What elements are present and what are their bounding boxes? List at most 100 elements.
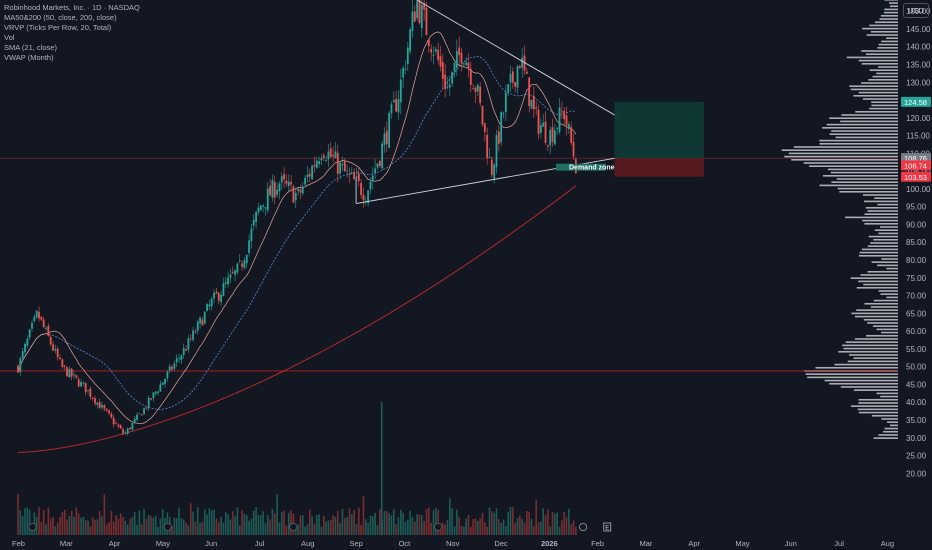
candle-body xyxy=(56,348,59,358)
candle-body xyxy=(542,122,545,127)
candle-body xyxy=(196,321,199,331)
profile-row xyxy=(862,98,898,100)
candle-body xyxy=(87,389,89,391)
candle-body xyxy=(257,207,260,213)
candle-body xyxy=(325,160,328,161)
volume-bar xyxy=(152,517,155,535)
profile-row xyxy=(873,238,898,241)
candle-body xyxy=(390,104,393,114)
price-badge-label: 108.76 xyxy=(904,154,927,163)
indicator-vrvp[interactable]: VRVP (Ticks Per Row, 20, Total) xyxy=(4,23,112,32)
candle-body xyxy=(278,183,281,192)
profile-row xyxy=(819,139,898,142)
volume-bar xyxy=(481,512,484,535)
candle-body xyxy=(38,311,40,319)
candle-body xyxy=(194,331,197,333)
volume-bar xyxy=(348,508,351,535)
candle-body xyxy=(61,359,64,367)
candle-body xyxy=(460,52,463,63)
profile-row xyxy=(843,347,898,350)
candle-body xyxy=(145,407,148,409)
dividend-icon xyxy=(289,523,298,532)
candle-body xyxy=(168,366,171,371)
volume-bar xyxy=(208,508,211,535)
volume-bar xyxy=(547,509,549,535)
indicator-vwap[interactable]: VWAP (Month) xyxy=(4,53,54,62)
candle-body xyxy=(472,88,475,90)
volume-bar xyxy=(45,523,47,535)
candle-body xyxy=(245,254,248,264)
candle-body xyxy=(103,405,106,409)
volume-bar xyxy=(495,508,498,535)
candle-body xyxy=(481,105,484,125)
volume-bar xyxy=(77,513,80,535)
candle-body xyxy=(416,1,419,19)
candle-body xyxy=(357,173,360,182)
candle-body xyxy=(476,84,479,92)
price-tick-label: 90.00 xyxy=(906,220,927,229)
indicator-sma[interactable]: SMA (21, close) xyxy=(4,43,57,52)
candle-body xyxy=(189,338,192,340)
candle-body xyxy=(140,414,143,416)
candle-body xyxy=(271,179,274,198)
profile-row xyxy=(784,155,898,158)
candle-body xyxy=(406,47,409,64)
profile-row xyxy=(863,200,898,203)
profile-row xyxy=(835,136,898,139)
candle-body xyxy=(173,363,176,369)
candle-body xyxy=(241,263,243,267)
volume-bar xyxy=(147,515,150,535)
candle-body xyxy=(402,67,405,78)
volume-bar xyxy=(89,526,92,535)
volume-bar xyxy=(126,524,129,535)
volume-bar xyxy=(460,525,463,535)
candle-body xyxy=(497,131,500,144)
profile-row xyxy=(819,142,898,145)
chart-legend: Robinhood Markets, Inc. · 1D · NASDAQ MA… xyxy=(4,3,140,63)
candle-body xyxy=(427,39,430,47)
profile-row xyxy=(865,53,898,56)
candle-body xyxy=(413,11,416,22)
volume-bar xyxy=(425,508,428,535)
price-tick-label: 20.00 xyxy=(906,469,927,478)
volume-bar xyxy=(199,522,201,535)
profile-row xyxy=(831,181,898,183)
profile-row xyxy=(867,270,898,273)
candle-body xyxy=(318,161,321,165)
candle-body xyxy=(371,175,374,181)
profile-row xyxy=(868,235,898,238)
volume-bar xyxy=(383,511,386,535)
indicator-vol[interactable]: Vol xyxy=(4,33,15,42)
profile-row xyxy=(853,357,898,359)
candle-body xyxy=(556,127,559,130)
volume-bar xyxy=(456,509,458,535)
volume-bar xyxy=(355,524,358,535)
price-tick-label: 85.00 xyxy=(906,238,927,247)
profile-row xyxy=(856,286,898,289)
profile-row xyxy=(837,187,898,190)
candle-body xyxy=(294,193,297,201)
volume-bar xyxy=(73,517,75,535)
profile-row xyxy=(863,283,898,286)
volume-bar xyxy=(486,526,488,535)
profile-row xyxy=(861,82,898,84)
volume-bar xyxy=(442,522,444,535)
profile-row xyxy=(890,424,898,427)
symbol-title[interactable]: Robinhood Markets, Inc. · 1D · NASDAQ xyxy=(4,3,140,12)
price-tick-label: 140.00 xyxy=(906,43,931,52)
profile-row xyxy=(836,178,898,180)
volume-bar xyxy=(325,521,327,535)
profile-row xyxy=(858,280,898,283)
volume-bar xyxy=(458,517,460,535)
currency-button[interactable]: USD xyxy=(903,3,929,18)
profile-row xyxy=(805,373,898,375)
indicator-ma[interactable]: MA50&200 (50, close, 200, close) xyxy=(4,13,117,22)
volume-bar xyxy=(115,515,117,535)
volume-bar xyxy=(528,511,530,535)
candle-body xyxy=(119,425,122,429)
profile-row xyxy=(845,216,898,219)
volume-bar xyxy=(229,519,232,535)
volume-bar xyxy=(304,526,306,535)
